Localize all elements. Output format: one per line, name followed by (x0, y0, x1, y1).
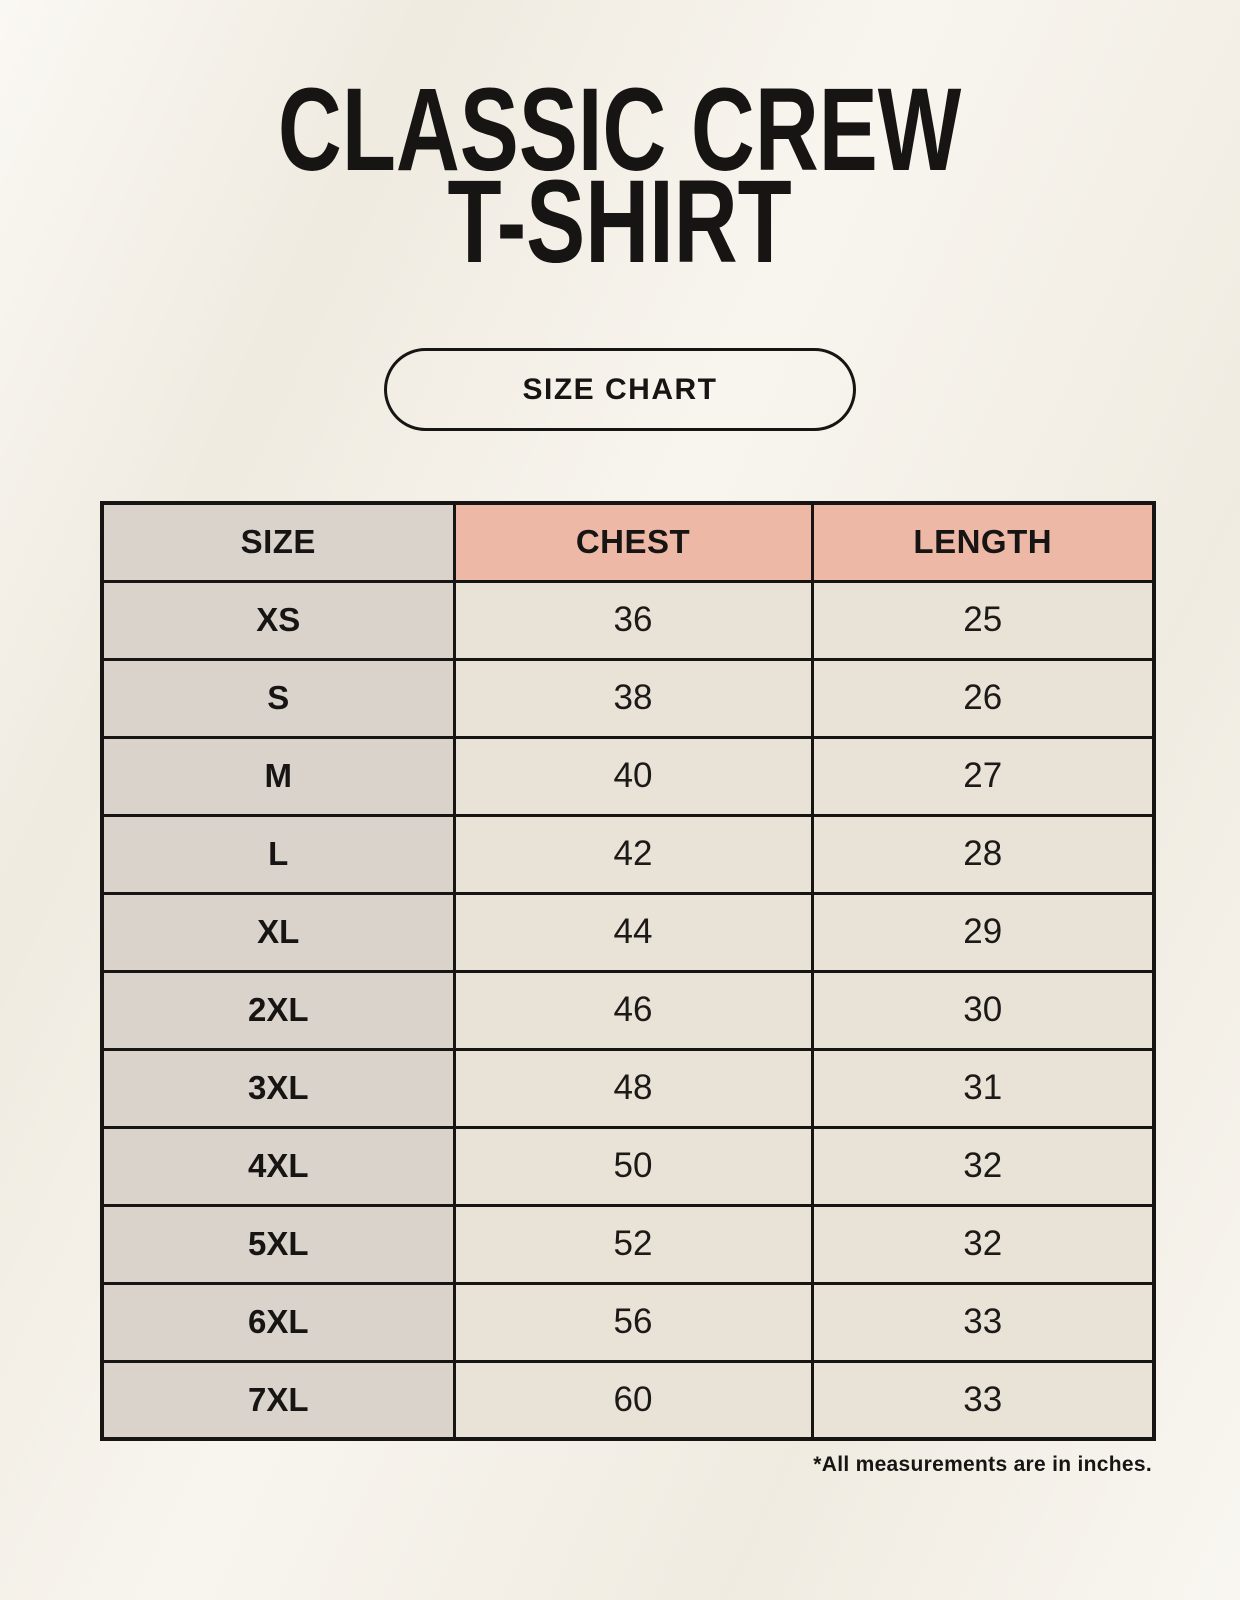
length-cell: 33 (810, 1281, 1156, 1363)
table-row: 2XL 46 30 (100, 969, 1156, 1051)
chest-cell: 36 (452, 579, 814, 661)
table-row: XL 44 29 (100, 891, 1156, 973)
chest-cell: 40 (452, 735, 814, 817)
size-cell: XS (100, 579, 456, 661)
table-row: M 40 27 (100, 735, 1156, 817)
table-row: 7XL 60 33 (100, 1359, 1156, 1441)
table-row: 6XL 56 33 (100, 1281, 1156, 1363)
title-line-2: T-SHIRT (447, 156, 793, 289)
size-cell: 5XL (100, 1203, 456, 1285)
column-header-chest: CHEST (452, 501, 814, 583)
size-cell: S (100, 657, 456, 739)
chest-cell: 42 (452, 813, 814, 895)
chest-cell: 38 (452, 657, 814, 739)
size-cell: 3XL (100, 1047, 456, 1129)
length-cell: 31 (810, 1047, 1156, 1129)
column-header-size: SIZE (100, 501, 456, 583)
length-cell: 28 (810, 813, 1156, 895)
measurements-footnote: *All measurements are in inches. (813, 1453, 1152, 1477)
page-title: CLASSIC CREW T-SHIRT (0, 64, 1240, 289)
column-header-length: LENGTH (810, 501, 1156, 583)
table-row: 5XL 52 32 (100, 1203, 1156, 1285)
chest-cell: 48 (452, 1047, 814, 1129)
chest-cell: 56 (452, 1281, 814, 1363)
size-cell: 7XL (100, 1359, 456, 1441)
table-header-row: SIZE CHEST LENGTH (100, 501, 1156, 583)
table-row: XS 36 25 (100, 579, 1156, 661)
table-body: XS 36 25 S 38 26 M 40 27 L 42 28 XL 44 29 2XL 46 30 3XL 48 3… (100, 579, 1156, 1441)
chest-cell: 50 (452, 1125, 814, 1207)
size-cell: L (100, 813, 456, 895)
size-cell: 2XL (100, 969, 456, 1051)
length-cell: 27 (810, 735, 1156, 817)
size-chart-table: SIZE CHEST LENGTH XS 36 25 S 38 26 M 40 27 L 42 28 X… (100, 501, 1156, 1442)
size-cell: XL (100, 891, 456, 973)
length-cell: 32 (810, 1203, 1156, 1285)
size-cell: 4XL (100, 1125, 456, 1207)
table-row: L 42 28 (100, 813, 1156, 895)
length-cell: 33 (810, 1359, 1156, 1441)
size-chart-button-label: SIZE CHART (522, 372, 718, 406)
length-cell: 26 (810, 657, 1156, 739)
chest-cell: 60 (452, 1359, 814, 1441)
size-chart-button[interactable]: SIZE CHART (384, 348, 856, 432)
title-line-1: CLASSIC CREW (278, 64, 962, 196)
size-cell: 6XL (100, 1281, 456, 1363)
length-cell: 32 (810, 1125, 1156, 1207)
length-cell: 25 (810, 579, 1156, 661)
table-row: S 38 26 (100, 657, 1156, 739)
size-cell: M (100, 735, 456, 817)
chest-cell: 52 (452, 1203, 814, 1285)
chest-cell: 46 (452, 969, 814, 1051)
table-row: 4XL 50 32 (100, 1125, 1156, 1207)
length-cell: 29 (810, 891, 1156, 973)
length-cell: 30 (810, 969, 1156, 1051)
page-title-text: CLASSIC CREW T-SHIRT (278, 64, 962, 289)
table-row: 3XL 48 31 (100, 1047, 1156, 1129)
chest-cell: 44 (452, 891, 814, 973)
